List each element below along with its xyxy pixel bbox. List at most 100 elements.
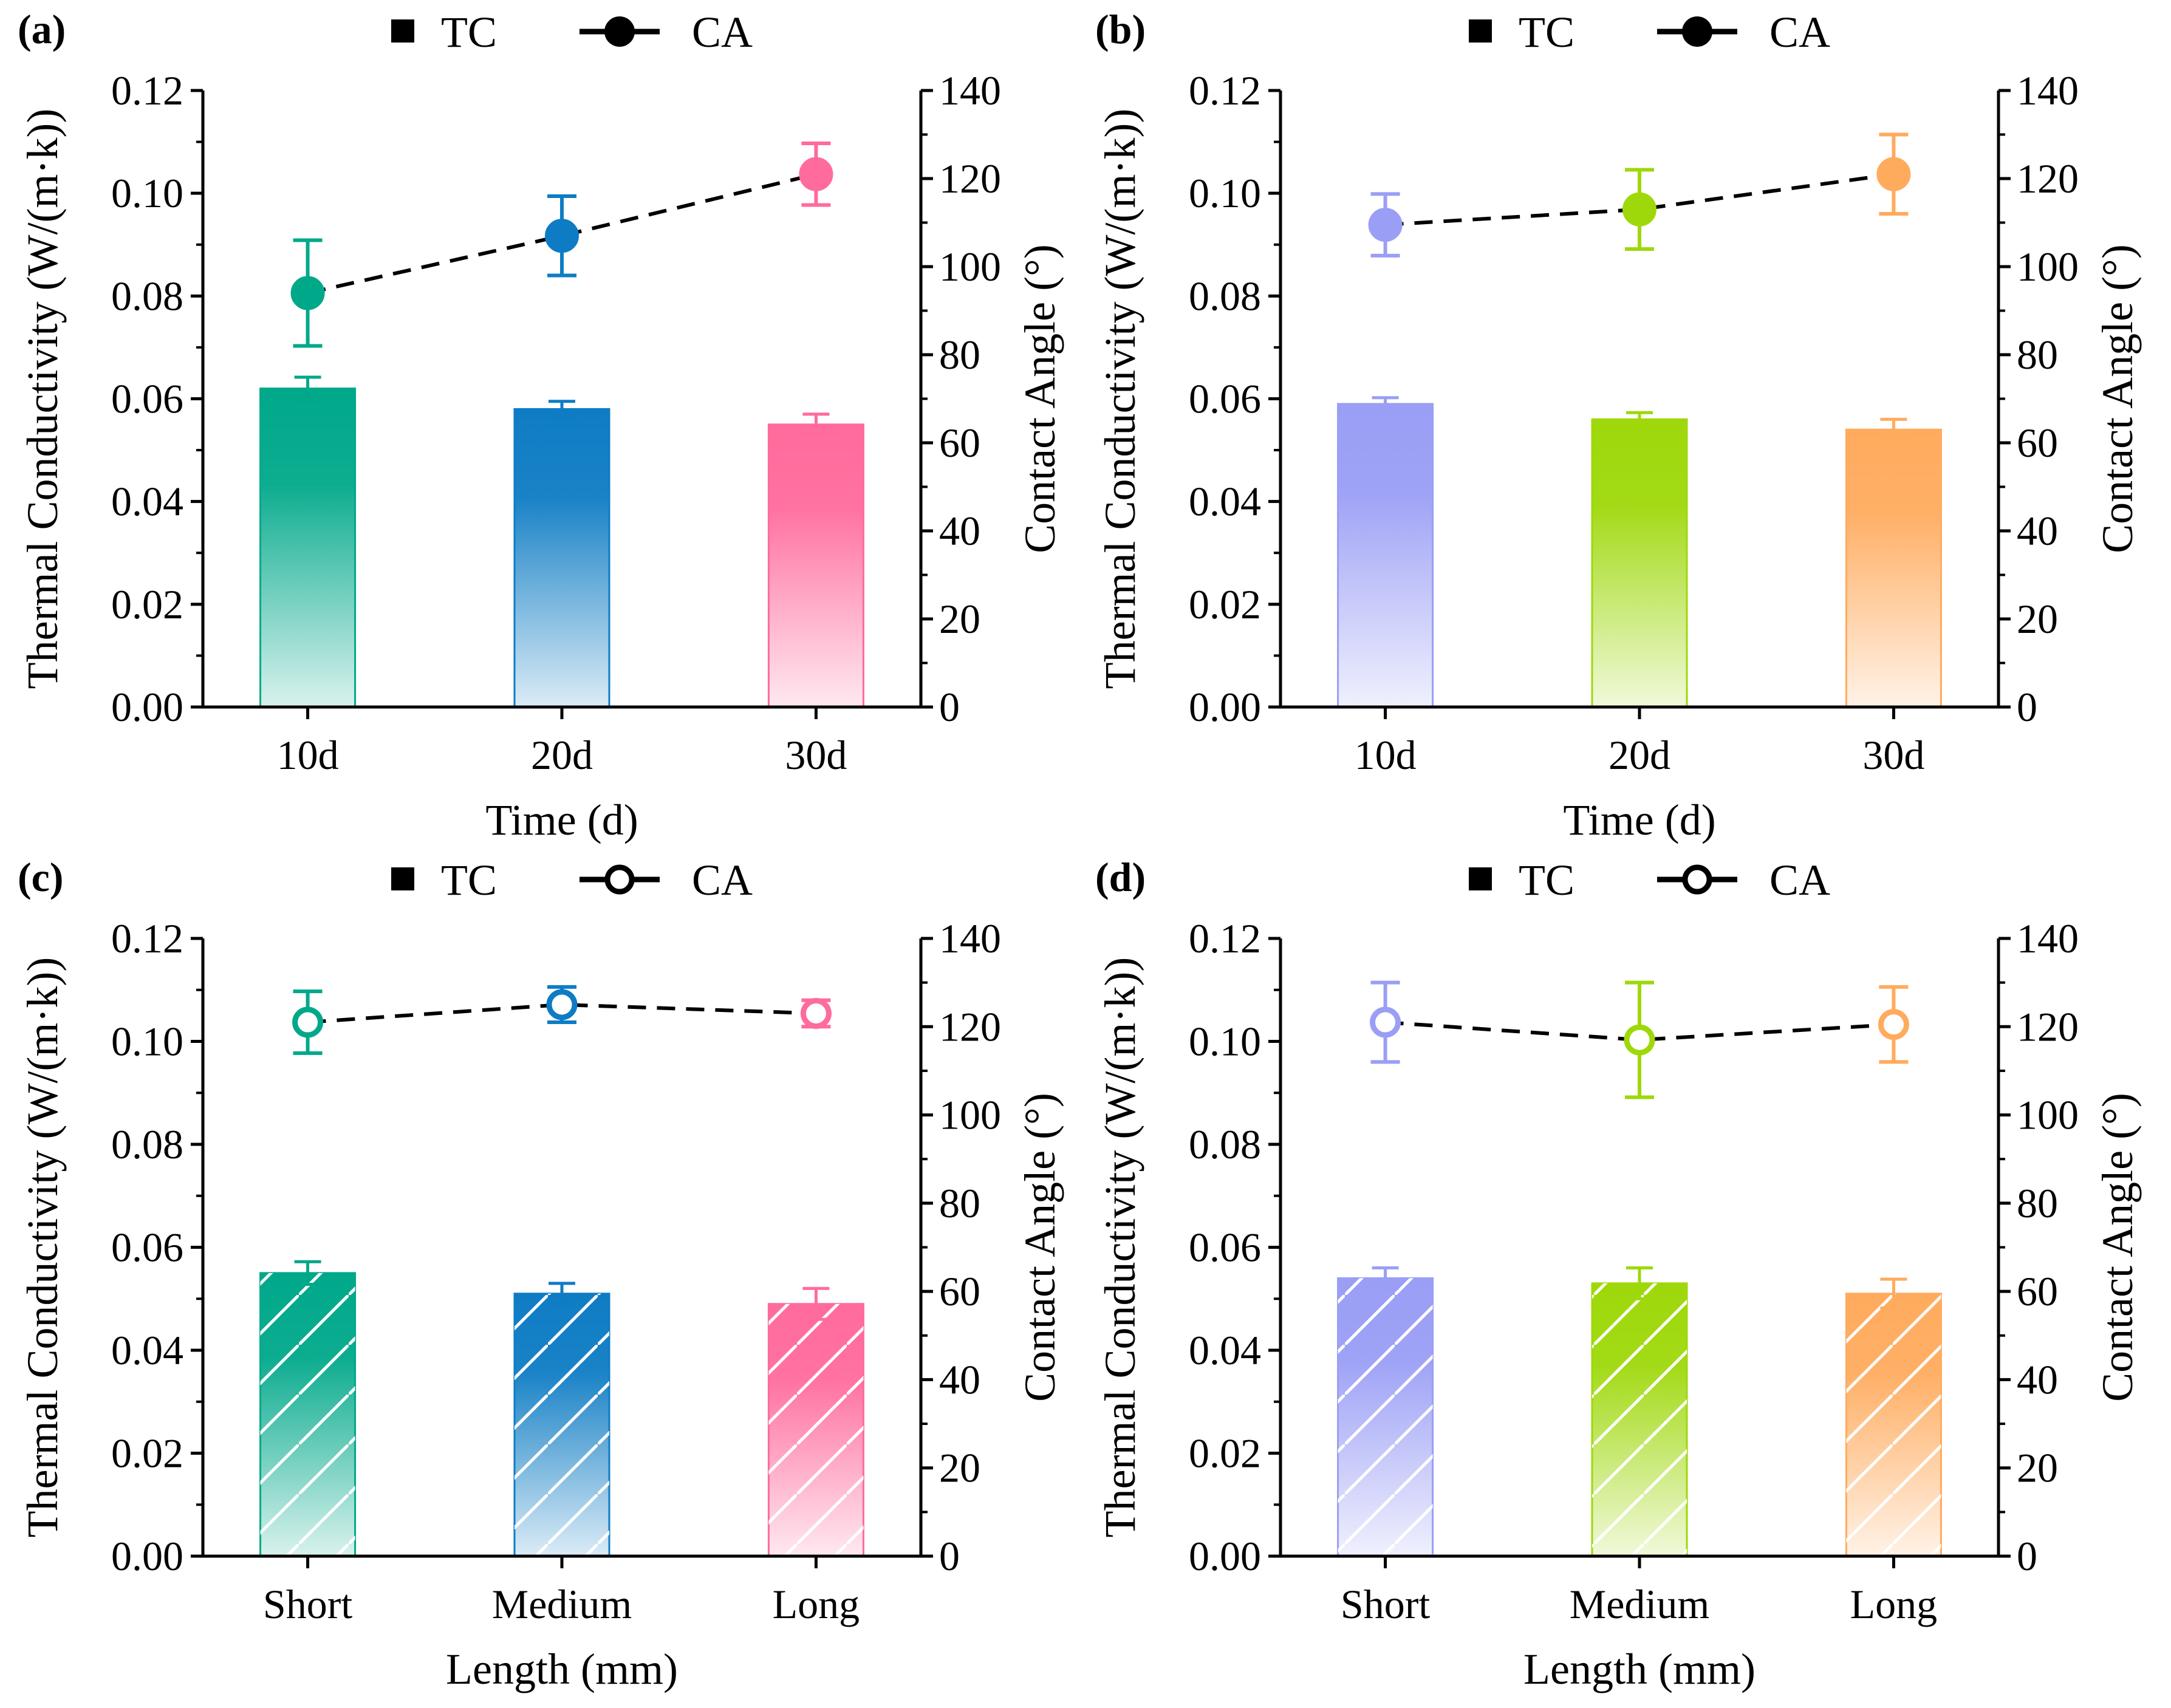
x-tick-label: 30d xyxy=(785,732,847,778)
left-tick-label: 0.12 xyxy=(111,915,183,962)
legend-ca-marker xyxy=(604,16,635,47)
left-tick-label: 0.02 xyxy=(111,581,183,627)
legend-ca-label: CA xyxy=(692,856,753,904)
tc-bar-hatch xyxy=(260,1272,355,1556)
panel-d: 0.00 0.02 0.04 0.06 0.08 0.10 0.12 0 20 40 60 80 100… xyxy=(1095,854,2142,1693)
right-tick-label: 80 xyxy=(939,1180,980,1226)
right-tick-label: 100 xyxy=(939,244,1001,290)
ca-point xyxy=(545,219,579,253)
ca-point xyxy=(1370,1006,1401,1038)
x-tick-label: Medium xyxy=(1570,1581,1709,1627)
ca-point xyxy=(1878,1009,1909,1040)
tc-bar xyxy=(1337,403,1434,708)
right-tick-label: 120 xyxy=(939,1003,1001,1050)
x-axis-title: Time (d) xyxy=(485,796,638,844)
left-tick-label: 0.10 xyxy=(111,1019,183,1065)
right-tick-label: 60 xyxy=(939,1268,980,1314)
left-tick-label: 0.12 xyxy=(1189,915,1261,962)
right-tick-label: 120 xyxy=(2017,155,2079,202)
x-tick-label: Long xyxy=(773,1581,860,1627)
right-tick-label: 40 xyxy=(2017,508,2058,554)
right-tick-label: 80 xyxy=(2017,332,2058,378)
right-axis-title: Contact Angle (°) xyxy=(1016,1093,1064,1402)
tc-error-bar xyxy=(1880,1277,1907,1310)
x-axis-title: Length (mm) xyxy=(446,1645,678,1693)
ca-point xyxy=(1876,157,1911,191)
right-tick-label: 140 xyxy=(2017,67,2079,114)
left-tick-label: 0.06 xyxy=(1189,1225,1261,1271)
left-tick-label: 0.02 xyxy=(1189,581,1261,627)
right-tick-label: 80 xyxy=(939,332,980,378)
left-axis-title: Thermal Conductivity (W/(m·k)) xyxy=(1096,109,1144,689)
tc-bar-hatch xyxy=(1592,1283,1687,1556)
tc-error-bar xyxy=(1372,1266,1399,1290)
ca-dashed-line xyxy=(1385,1020,1894,1042)
right-tick-label: 20 xyxy=(2017,1445,2058,1491)
ca-point xyxy=(799,157,833,191)
legend-tc-label: TC xyxy=(1519,856,1574,904)
left-axis-title: Thermal Conductivity (W/(m·k)) xyxy=(18,109,67,689)
tc-bar xyxy=(1591,418,1688,708)
panel-label: (d) xyxy=(1095,854,1146,900)
left-tick-label: 0.04 xyxy=(1189,1327,1261,1373)
panel-a: 0.00 0.02 0.04 0.06 0.08 0.10 0.12 0 20 40 60 80 100… xyxy=(18,6,1064,844)
right-tick-label: 40 xyxy=(939,1356,980,1402)
panel-label: (a) xyxy=(18,6,66,52)
left-tick-label: 0.00 xyxy=(1189,1533,1261,1579)
tc-bar xyxy=(1845,428,1942,708)
x-tick-label: 30d xyxy=(1862,732,1924,778)
right-tick-label: 100 xyxy=(2017,244,2079,290)
right-tick-label: 140 xyxy=(939,67,1001,114)
tc-error-bar xyxy=(1880,417,1907,442)
right-tick-label: 0 xyxy=(2017,1533,2037,1579)
panel-label: (c) xyxy=(18,854,63,900)
panel-c: 0.00 0.02 0.04 0.06 0.08 0.10 0.12 0 20 40 60 80 100… xyxy=(18,854,1064,1693)
ca-dashed-line xyxy=(307,1002,816,1025)
legend-ca-label: CA xyxy=(1769,856,1830,904)
right-axis-title: Contact Angle (°) xyxy=(2093,244,2142,553)
legend: TC CA xyxy=(391,8,753,56)
right-tick-label: 60 xyxy=(2017,1268,2058,1314)
left-tick-label: 0.00 xyxy=(111,1533,183,1579)
left-tick-label: 0.12 xyxy=(1189,67,1261,114)
legend: TC CA xyxy=(1469,856,1830,904)
right-tick-label: 140 xyxy=(2017,915,2079,962)
tc-bar xyxy=(767,423,864,708)
legend-ca-marker xyxy=(604,864,635,895)
left-tick-label: 0.08 xyxy=(1189,1121,1261,1167)
right-tick-label: 0 xyxy=(939,1533,960,1579)
tc-error-bar xyxy=(1372,396,1399,412)
left-tick-label: 0.08 xyxy=(111,1121,183,1167)
right-axis-title: Contact Angle (°) xyxy=(2093,1093,2142,1402)
x-tick-label: Short xyxy=(1341,1581,1430,1627)
right-tick-label: 100 xyxy=(2017,1092,2079,1138)
legend-tc-label: TC xyxy=(1519,8,1574,56)
ca-point xyxy=(546,989,578,1020)
panel-b: 0.00 0.02 0.04 0.06 0.08 0.10 0.12 0 20 40 60 80 100… xyxy=(1095,6,2142,844)
ca-point xyxy=(1624,1024,1655,1056)
tc-error-bar xyxy=(549,400,575,418)
tc-error-bar xyxy=(802,412,830,437)
legend-tc-swatch xyxy=(391,19,414,43)
legend-ca-label: CA xyxy=(1769,8,1830,56)
legend-tc-swatch xyxy=(391,867,414,890)
legend-ca-marker xyxy=(1682,864,1712,895)
right-axis-title: Contact Angle (°) xyxy=(1016,244,1064,553)
left-axis-title: Thermal Conductivity (W/(m·k)) xyxy=(18,957,67,1538)
x-tick-label: 10d xyxy=(277,732,339,778)
tc-bar-hatch xyxy=(1338,1278,1433,1556)
x-tick-label: 10d xyxy=(1355,732,1417,778)
left-axis-title: Thermal Conductivity (W/(m·k)) xyxy=(1096,957,1144,1538)
x-tick-label: 20d xyxy=(531,732,593,778)
tc-error-bar xyxy=(294,1260,321,1286)
left-tick-label: 0.06 xyxy=(111,1225,183,1271)
right-tick-label: 20 xyxy=(939,596,980,642)
legend-tc-swatch xyxy=(1469,867,1492,890)
right-tick-label: 140 xyxy=(939,915,1001,962)
right-tick-label: 120 xyxy=(939,155,1001,202)
left-tick-label: 0.06 xyxy=(1189,376,1261,422)
right-tick-label: 40 xyxy=(939,508,980,554)
left-tick-label: 0.10 xyxy=(111,170,183,216)
tc-error-bar xyxy=(802,1286,830,1321)
